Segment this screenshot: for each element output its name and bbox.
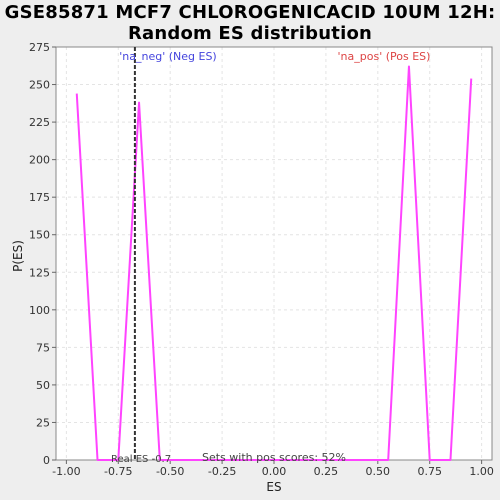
chart-title-line-1: GSE85871 MCF7 CHLOROGENICACID 10UM 12H: [4, 2, 496, 23]
real-es-label: Real ES -0.7 [111, 454, 171, 465]
x-tick-label: -0.75 [104, 465, 132, 478]
y-tick-label: 50 [36, 379, 50, 392]
series-line [75, 65, 473, 461]
y-tick-label: 175 [29, 191, 50, 204]
x-axis-ticks: -1.00 -0.75 -0.50 -0.25 0.00 0.25 0.50 0.75 1.00 [52, 460, 494, 478]
chart-title-line-2: Random ES distribution [127, 23, 373, 44]
pos-es-label: 'na_pos' (Pos ES) [338, 50, 431, 63]
series-group [75, 65, 473, 461]
sets-pos-scores-label: Sets with pos scores: 52% [202, 451, 346, 464]
x-tick-label: 0.00 [262, 465, 287, 478]
y-tick-label: 200 [29, 154, 50, 167]
x-tick-label: -0.25 [208, 465, 236, 478]
x-axis-label: ES [266, 480, 281, 494]
y-tick-label: 150 [29, 229, 50, 242]
y-tick-label: 0 [43, 454, 50, 467]
y-tick-label: 25 [36, 416, 50, 429]
y-tick-label: 100 [29, 304, 50, 317]
y-tick-label: 125 [29, 266, 50, 279]
x-tick-label: 1.00 [469, 465, 494, 478]
y-tick-label: 250 [29, 79, 50, 92]
y-tick-label: 275 [29, 41, 50, 54]
x-tick-label: -0.50 [156, 465, 184, 478]
y-tick-label: 225 [29, 116, 50, 129]
x-tick-label: -1.00 [52, 465, 80, 478]
x-tick-label: 0.25 [314, 465, 339, 478]
y-tick-label: 75 [36, 341, 50, 354]
y-axis-label: P(ES) [11, 240, 25, 272]
x-tick-label: 0.75 [417, 465, 442, 478]
y-axis-ticks: 0 25 50 75 100 125 150 175 200 225 250 275 [29, 41, 56, 467]
x-tick-label: 0.50 [366, 465, 391, 478]
neg-es-label: 'na_neg' (Neg ES) [119, 50, 216, 63]
